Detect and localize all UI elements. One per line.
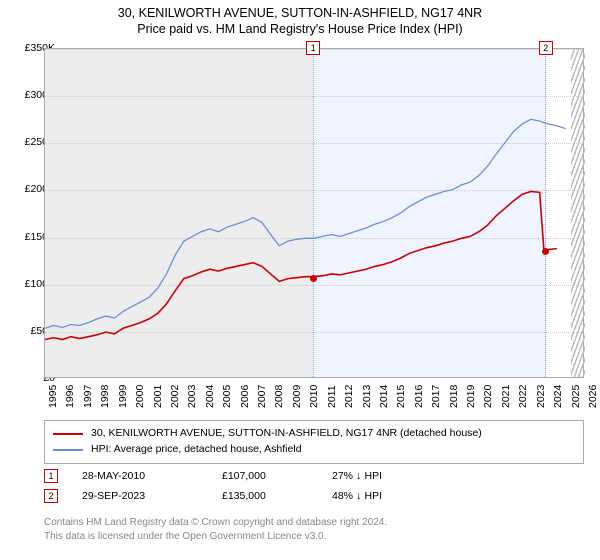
legend-row: 30, KENILWORTH AVENUE, SUTTON-IN-ASHFIEL…: [53, 426, 575, 442]
x-tick-label: 2018: [448, 385, 460, 408]
x-tick-label: 1997: [82, 385, 94, 408]
chart-svg: [45, 49, 583, 377]
x-tick-label: 2005: [221, 385, 233, 408]
x-tick-label: 2012: [343, 385, 355, 408]
footer-line-1: Contains HM Land Registry data © Crown c…: [44, 516, 584, 530]
sales-table: 1 28-MAY-2010£107,00027% ↓ HPI 2 29-SEP-202…: [44, 466, 584, 506]
x-tick-label: 2006: [239, 385, 251, 408]
x-tick-label: 2008: [273, 385, 285, 408]
x-tick-label: 2019: [465, 385, 477, 408]
legend-swatch: [53, 449, 83, 451]
legend-label: 30, KENILWORTH AVENUE, SUTTON-IN-ASHFIEL…: [91, 426, 482, 442]
legend-box: 30, KENILWORTH AVENUE, SUTTON-IN-ASHFIEL…: [44, 420, 584, 464]
sale-row-marker: 1: [44, 469, 58, 483]
series-price_paid: [45, 191, 557, 339]
x-tick-label: 2026: [587, 385, 599, 408]
x-tick-label: 2013: [361, 385, 373, 408]
x-tick-label: 2017: [430, 385, 442, 408]
x-tick-label: 2025: [570, 385, 582, 408]
sale-date: 28-MAY-2010: [82, 470, 222, 482]
x-tick-label: 2003: [186, 385, 198, 408]
footer-line-2: This data is licensed under the Open Gov…: [44, 530, 584, 544]
x-tick-label: 2022: [517, 385, 529, 408]
x-tick-label: 2001: [152, 385, 164, 408]
x-tick-label: 2021: [500, 385, 512, 408]
x-tick-label: 2009: [291, 385, 303, 408]
x-tick-label: 2004: [204, 385, 216, 408]
sale-row: 1 28-MAY-2010£107,00027% ↓ HPI: [44, 466, 584, 486]
x-tick-label: 1995: [47, 385, 59, 408]
chart-container: 30, KENILWORTH AVENUE, SUTTON-IN-ASHFIEL…: [0, 0, 600, 560]
x-tick-label: 2016: [413, 385, 425, 408]
x-tick-label: 1998: [99, 385, 111, 408]
arrow-down-icon: ↓: [356, 490, 362, 502]
legend-row: HPI: Average price, detached house, Ashf…: [53, 442, 575, 458]
sale-price: £135,000: [222, 490, 332, 502]
x-tick-label: 2007: [256, 385, 268, 408]
legend-swatch: [53, 433, 83, 435]
sale-dot-1: [310, 275, 317, 282]
x-tick-label: 2020: [482, 385, 494, 408]
x-tick-label: 2023: [535, 385, 547, 408]
title-line-address: 30, KENILWORTH AVENUE, SUTTON-IN-ASHFIEL…: [0, 6, 600, 20]
sale-row: 2 29-SEP-2023£135,00048% ↓ HPI: [44, 486, 584, 506]
sale-hpi-delta: 48% ↓ HPI: [332, 490, 422, 502]
x-tick-label: 2014: [378, 385, 390, 408]
sale-price: £107,000: [222, 470, 332, 482]
x-tick-label: 2015: [395, 385, 407, 408]
series-hpi: [45, 119, 566, 328]
title-line-subtitle: Price paid vs. HM Land Registry's House …: [0, 22, 600, 36]
legend-label: HPI: Average price, detached house, Ashf…: [91, 442, 302, 458]
sale-date: 29-SEP-2023: [82, 490, 222, 502]
arrow-down-icon: ↓: [356, 470, 362, 482]
sale-hpi-delta: 27% ↓ HPI: [332, 470, 422, 482]
x-tick-label: 2011: [326, 385, 338, 408]
footer-attribution: Contains HM Land Registry data © Crown c…: [44, 516, 584, 543]
x-tick-label: 2010: [308, 385, 320, 408]
x-tick-label: 1996: [64, 385, 76, 408]
sale-marker-2: 2: [539, 41, 553, 55]
x-tick-label: 1999: [117, 385, 129, 408]
x-tick-label: 2002: [169, 385, 181, 408]
chart-plot-area: 12: [44, 48, 584, 378]
x-tick-label: 2000: [134, 385, 146, 408]
title-block: 30, KENILWORTH AVENUE, SUTTON-IN-ASHFIEL…: [0, 0, 600, 38]
x-tick-label: 2024: [552, 385, 564, 408]
sale-row-marker: 2: [44, 489, 58, 503]
sale-marker-1: 1: [306, 41, 320, 55]
